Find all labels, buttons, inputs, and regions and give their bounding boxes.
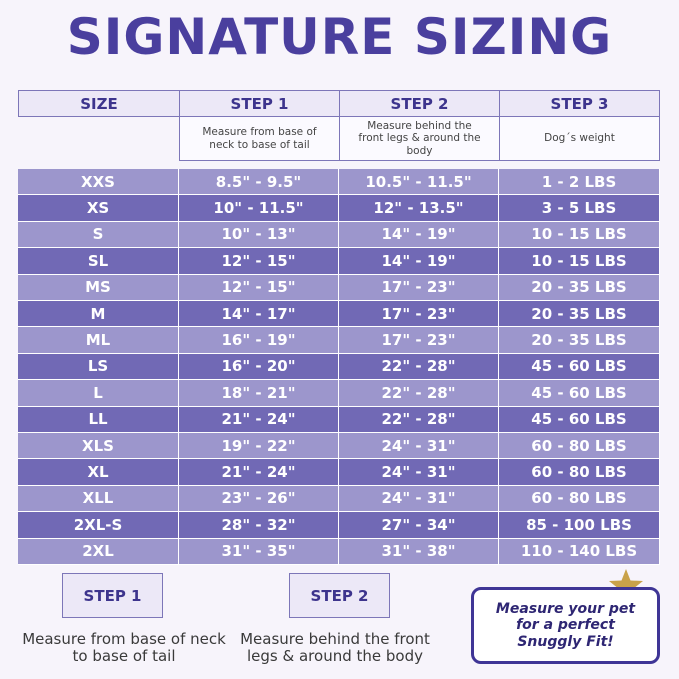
header-cell: SIZE (18, 90, 180, 117)
callout: Measure your pet for a perfect Snuggly F… (471, 587, 660, 664)
table-cell: 17" - 23" (339, 301, 499, 328)
table-cell: ML (18, 327, 179, 354)
table-cell: 28" - 32" (179, 512, 339, 539)
table-cell: 60 - 80 LBS (499, 485, 660, 513)
table-cell: 10 - 15 LBS (499, 221, 660, 249)
table-cell: 14" - 19" (339, 248, 499, 275)
table-cell: LL (18, 406, 179, 433)
table-cell: 23" - 26" (179, 485, 339, 513)
table-cell: XS (18, 195, 179, 222)
step-text: Measure from base of neck to base of tai… (22, 630, 226, 666)
header-cell: STEP 1 (179, 90, 340, 117)
table-cell: MS (18, 274, 179, 301)
table-cell: 10" - 11.5" (179, 195, 339, 222)
table-cell: 85 - 100 LBS (499, 512, 660, 539)
table-cell: 12" - 15" (179, 248, 339, 275)
table-cell: XLL (18, 485, 179, 513)
table-cell: SL (18, 248, 179, 275)
table-cell: 16" - 19" (179, 327, 339, 354)
description-cell: Measure from base of neck to base of tai… (179, 116, 340, 161)
table-cell: 24" - 31" (339, 459, 499, 486)
table-cell: 45 - 60 LBS (499, 380, 660, 407)
header-cell: STEP 3 (499, 90, 660, 117)
table-cell: 3 - 5 LBS (499, 195, 660, 222)
table-cell: 60 - 80 LBS (499, 433, 660, 460)
step-label: STEP 2 (289, 573, 390, 618)
table-cell: 110 - 140 LBS (499, 538, 660, 565)
table-cell: XL (18, 459, 179, 486)
table-cell: L (18, 380, 179, 407)
table-cell: XXS (18, 169, 179, 196)
table-cell: 14" - 19" (339, 221, 499, 249)
table-cell: 20 - 35 LBS (499, 274, 660, 301)
table-cell: 17" - 23" (339, 274, 499, 301)
table-cell: 10" - 13" (179, 221, 339, 249)
header-cell: STEP 2 (339, 90, 500, 117)
table-cell: 22" - 28" (339, 406, 499, 433)
table-cell: S (18, 221, 179, 249)
table-cell: 2XL (18, 538, 179, 565)
table-cell: 45 - 60 LBS (499, 406, 660, 433)
step-label: STEP 1 (62, 573, 163, 618)
table-cell: 14" - 17" (179, 301, 339, 328)
description-cell: Measure behind the front legs & around t… (339, 116, 500, 161)
table-cell: LS (18, 353, 179, 381)
table-cell: 1 - 2 LBS (499, 169, 660, 196)
table-cell: 8.5" - 9.5" (179, 169, 339, 196)
table-cell: 22" - 28" (339, 380, 499, 407)
description-cell: Dog´s weight (499, 116, 660, 161)
table-cell: 60 - 80 LBS (499, 459, 660, 486)
table-cell: 21" - 24" (179, 459, 339, 486)
star-icon (609, 569, 643, 601)
table-cell: 10 - 15 LBS (499, 248, 660, 275)
table-cell: 10.5" - 11.5" (339, 169, 499, 196)
table-cell: 31" - 35" (179, 538, 339, 565)
table-cell: 17" - 23" (339, 327, 499, 354)
table-cell: 18" - 21" (179, 380, 339, 407)
table-cell: 27" - 34" (339, 512, 499, 539)
table-cell: 31" - 38" (339, 538, 499, 565)
table-cell: 21" - 24" (179, 406, 339, 433)
table-cell: 2XL-S (18, 512, 179, 539)
table-cell: 24" - 31" (339, 433, 499, 460)
table-cell: 12" - 13.5" (339, 195, 499, 222)
table-cell: 22" - 28" (339, 353, 499, 381)
table-cell: 45 - 60 LBS (499, 353, 660, 381)
table-cell: 16" - 20" (179, 353, 339, 381)
table-cell: 20 - 35 LBS (499, 301, 660, 328)
table-cell: M (18, 301, 179, 328)
table-cell: 12" - 15" (179, 274, 339, 301)
table-cell: 24" - 31" (339, 485, 499, 513)
table-cell: 20 - 35 LBS (499, 327, 660, 354)
title: SIGNATURE SIZING (66, 8, 613, 66)
table-cell: 19" - 22" (179, 433, 339, 460)
table-cell: XLS (18, 433, 179, 460)
step-text: Measure behind the front legs & around t… (240, 630, 430, 666)
